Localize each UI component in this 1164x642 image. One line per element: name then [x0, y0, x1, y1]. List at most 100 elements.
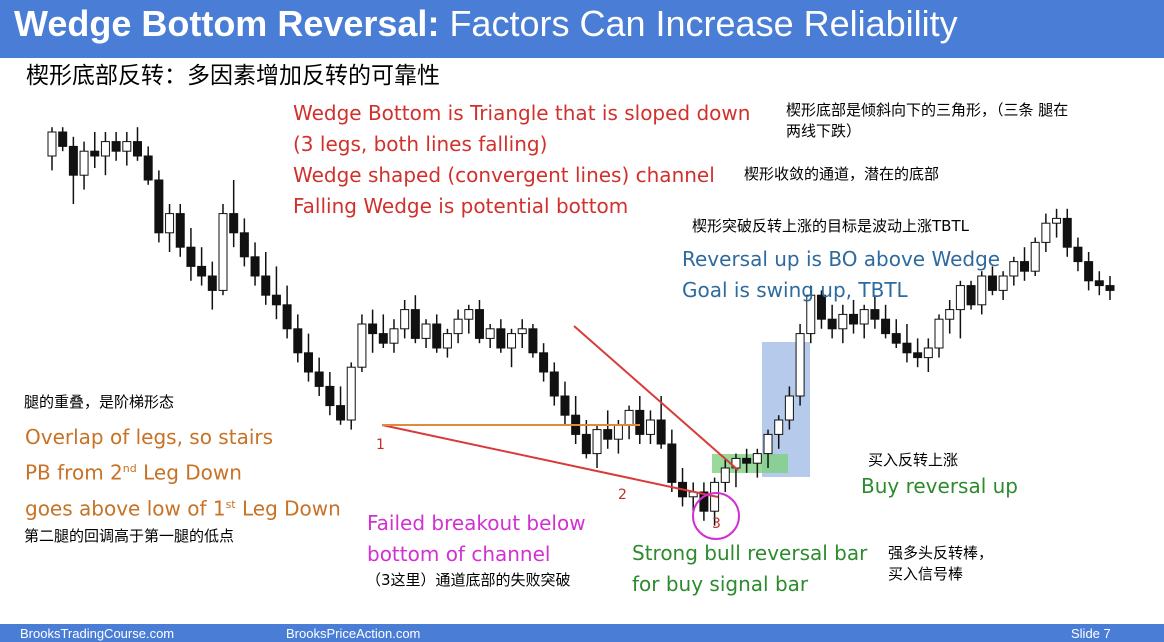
bull-candle: [720, 467, 730, 483]
overlap-block: Overlap of legs, so stairs PB from 2nd L…: [25, 422, 341, 524]
bear-candle: [186, 246, 196, 267]
bear-candle: [261, 275, 271, 296]
zh-buy-note: 买入反转上涨: [868, 451, 959, 469]
strong-bar-block: Strong bull reversal bar for buy signal …: [632, 538, 867, 600]
bull-candle: [517, 328, 527, 335]
bull-candle: [806, 294, 816, 335]
bear-candle: [336, 405, 346, 421]
zh-strong-note: 强多头反转棒， 买入信号棒: [888, 543, 993, 585]
bear-candle: [314, 371, 324, 387]
bear-candle: [325, 385, 335, 407]
bear-candle: [539, 352, 549, 373]
bull-candle: [218, 213, 228, 291]
bear-candle: [560, 395, 570, 416]
bull-candle: [998, 275, 1008, 291]
bull-candle: [1009, 261, 1019, 277]
reversal-block: Reversal up is BO above Wedge Goal is sw…: [682, 244, 1000, 306]
bear-candle: [432, 323, 442, 349]
strong-line-2: for buy signal bar: [632, 572, 809, 596]
bull-candle: [400, 309, 410, 330]
wedge-def-line-3: Wedge shaped (convergent lines) channel: [293, 163, 715, 187]
bull-candle: [357, 323, 367, 368]
bear-candle: [250, 256, 260, 277]
bear-candle: [816, 294, 826, 320]
bull-candle: [100, 141, 110, 157]
bull-candle: [613, 424, 623, 440]
bear-candle: [1073, 246, 1083, 263]
wedge-top-line: [573, 325, 739, 471]
bear-candle: [282, 304, 292, 330]
bear-candle: [1105, 285, 1115, 291]
title-bar: Wedge Bottom Reversal: Factors Can Incre…: [0, 0, 1164, 58]
zh-wedge-def-line-2: 两线下跌）: [786, 122, 862, 140]
failed-line-1: Failed breakout below: [367, 511, 586, 535]
zh-overlap-note: 腿的重叠，是阶梯形态: [24, 393, 175, 411]
bull-candle: [934, 318, 944, 349]
bull-candle: [389, 328, 399, 344]
bear-candle: [271, 294, 281, 306]
bull-candle: [784, 395, 794, 421]
bull-candle: [763, 433, 773, 455]
bear-candle: [667, 443, 677, 483]
slide-number: Slide 7: [1071, 626, 1111, 641]
bull-candle: [592, 429, 602, 455]
bear-candle: [368, 323, 378, 335]
bear-candle: [132, 141, 142, 157]
bull-candle: [122, 141, 132, 152]
subtitle-zh: 楔形底部反转：多因素增加反转的可靠性: [26, 63, 440, 89]
bear-candle: [891, 333, 901, 344]
reversal-line-2: Goal is swing up, TBTL: [682, 278, 908, 302]
bull-candle: [774, 419, 784, 435]
bear-candle: [528, 328, 538, 354]
bear-candle: [197, 265, 207, 277]
bull-candle: [464, 309, 474, 320]
bear-candle: [474, 309, 484, 339]
bull-candle: [955, 285, 965, 311]
bear-candle: [1062, 217, 1072, 248]
bear-candle: [581, 433, 591, 455]
wedge-def-line-4: Falling Wedge is potential bottom: [293, 194, 629, 218]
zh-strong-line-2: 买入信号棒: [888, 565, 964, 583]
wedge-definition-block: Wedge Bottom is Triangle that is sloped …: [293, 98, 750, 222]
bear-candle: [966, 285, 976, 306]
failed-breakout-circle: [692, 492, 740, 540]
bull-candle: [442, 333, 452, 349]
zh-strong-line-1: 强多头反转棒，: [888, 544, 994, 562]
bear-candle: [1084, 261, 1094, 282]
bull-candle: [1052, 217, 1062, 224]
wedge-def-line-1: Wedge Bottom is Triangle that is sloped …: [293, 101, 751, 125]
bear-candle: [496, 328, 506, 349]
bull-candle: [453, 318, 463, 335]
leg-2-label: 2: [618, 487, 627, 503]
bear-candle: [207, 275, 217, 291]
footer-middle-link[interactable]: BrooksPriceAction.com: [286, 626, 421, 641]
bull-candle: [1041, 222, 1051, 243]
zh-wedge-def-line-1: 楔形底部是倾斜向下的三角形，（三条 腿在: [786, 101, 1069, 119]
wedge-bottom-line: [381, 424, 719, 498]
bull-candle: [645, 419, 655, 435]
bear-candle: [1020, 261, 1030, 272]
bear-candle: [239, 232, 249, 258]
overlap-line-1: Overlap of legs, so stairs: [25, 425, 274, 449]
bear-candle: [635, 409, 645, 435]
bear-candle: [293, 328, 303, 354]
overlap-line-3: goes above low of 1st Leg Down: [25, 496, 341, 521]
failed-line-2: bottom of channel: [367, 542, 551, 566]
bear-candle: [229, 213, 239, 234]
bear-candle: [111, 141, 121, 152]
bull-candle: [945, 309, 955, 320]
bear-candle: [410, 309, 420, 339]
bear-candle: [143, 155, 153, 181]
bull-candle: [923, 347, 933, 359]
page-title: Wedge Bottom Reversal: Factors Can Incre…: [14, 3, 958, 44]
reversal-line-1: Reversal up is BO above Wedge: [682, 247, 1001, 271]
footer-left-link[interactable]: BrooksTradingCourse.com: [20, 626, 175, 641]
bear-candle: [303, 352, 313, 373]
bear-candle: [68, 145, 78, 176]
bull-candle: [165, 213, 175, 234]
bear-candle: [378, 333, 388, 344]
zh-pb-note: 第二腿的回调高于第一腿的低点: [24, 527, 235, 545]
zh-wedge-def: 楔形底部是倾斜向下的三角形，（三条 腿在 两线下跌）: [786, 100, 1068, 142]
bear-candle: [987, 275, 997, 291]
bull-candle: [624, 409, 634, 426]
